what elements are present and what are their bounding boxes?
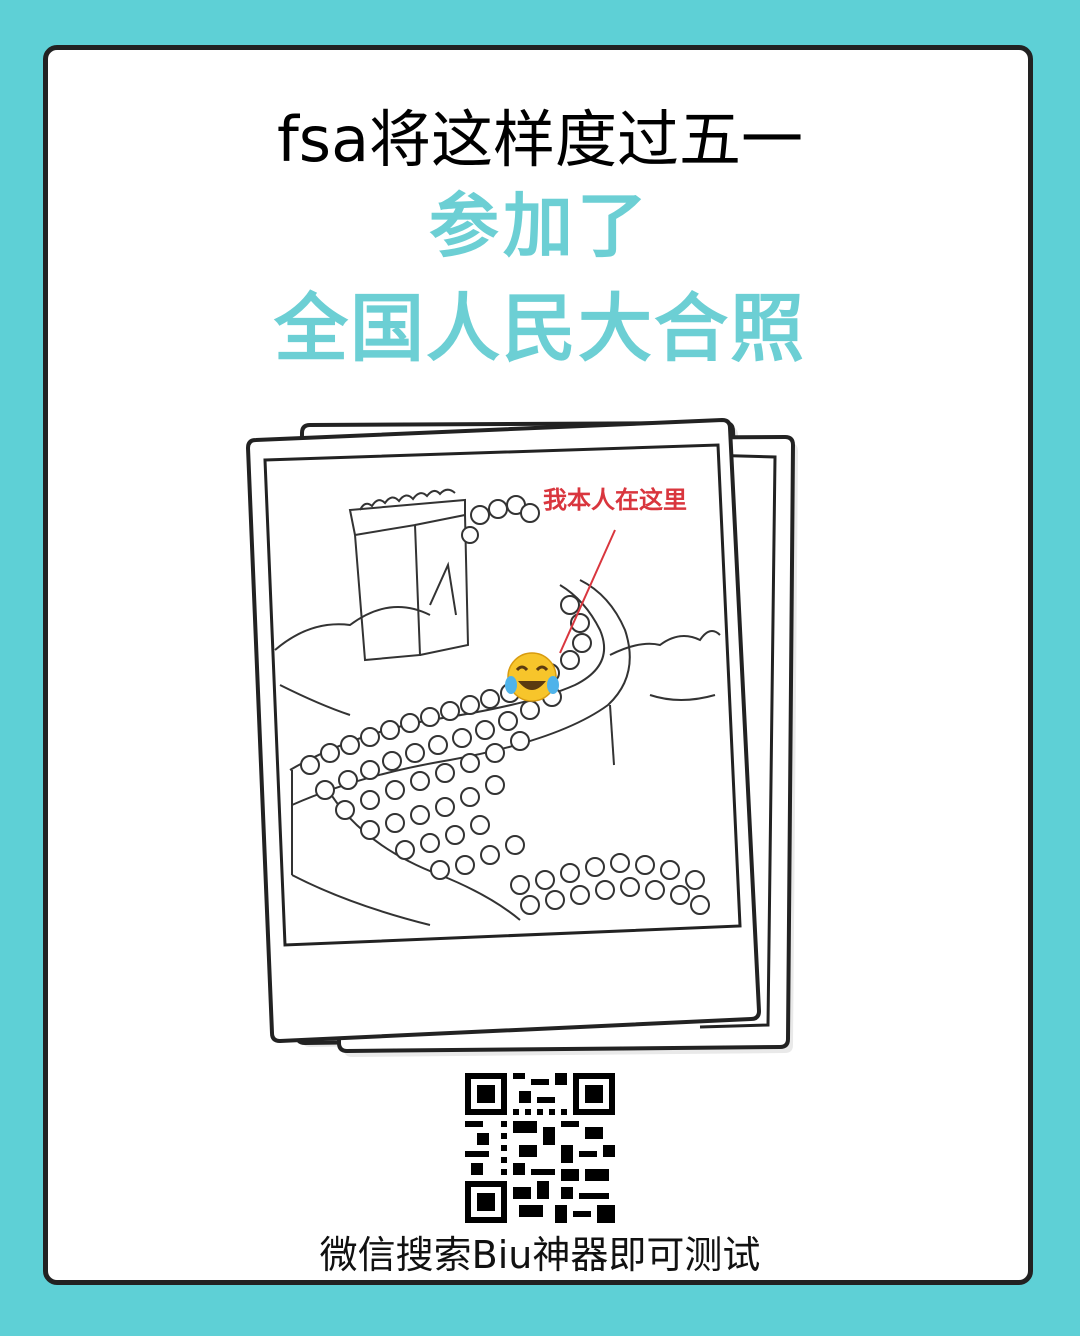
- footer-instruction: 微信搜索Biu神器即可测试: [319, 1233, 761, 1277]
- subtitle-line-2: 全国人民大合照: [274, 286, 806, 372]
- annotation-label: 我本人在这里: [543, 486, 687, 514]
- page-title: fsa将这样度过五一: [276, 103, 804, 176]
- subtitle-line-1: 参加了: [429, 185, 651, 267]
- photo-stack: 我本人在这里: [245, 417, 798, 1057]
- annotation-arrow: [559, 529, 616, 654]
- qr-code: [465, 1073, 615, 1223]
- crowd: [300, 495, 710, 915]
- laughing-crying-face-icon: [505, 652, 559, 702]
